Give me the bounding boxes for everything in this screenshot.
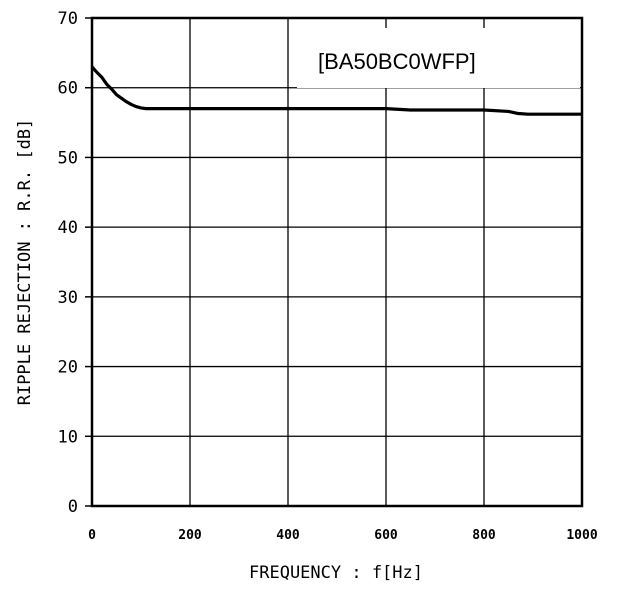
y-tick-label: 50 <box>58 148 78 168</box>
x-tick-label: 600 <box>374 528 398 543</box>
series-layer <box>90 65 582 116</box>
x-tick-label: 800 <box>472 528 496 543</box>
grid-layer <box>92 18 582 506</box>
frame-layer <box>90 16 584 508</box>
annotation-box: [BA50BC0WFP] <box>297 28 580 88</box>
y-tick-label: 30 <box>58 288 78 308</box>
x-axis-title: FREQUENCY : f[Hz] <box>249 563 423 583</box>
ticks-layer: 0 200 400 600 800 1000 0 10 20 30 40 50 60 70 <box>58 9 598 543</box>
y-tick-label: 10 <box>58 427 78 447</box>
x-tick-label: 200 <box>178 528 202 543</box>
ripple-rejection-line <box>90 65 582 116</box>
annotation-background <box>297 28 580 88</box>
y-tick-label: 40 <box>58 218 78 238</box>
chart-annotation: [BA50BC0WFP] <box>318 49 476 74</box>
y-axis-title: RIPPLE REJECTION : R.R. [dB] <box>15 119 35 406</box>
x-tick-label: 400 <box>276 528 300 543</box>
x-tick-label: 0 <box>88 528 96 543</box>
y-tick-label: 70 <box>58 9 78 29</box>
y-tick-label: 60 <box>58 79 78 99</box>
y-tick-label: 20 <box>58 358 78 378</box>
plot-frame <box>90 16 584 508</box>
x-tick-label: 1000 <box>566 528 597 543</box>
y-tick-label: 0 <box>68 497 78 517</box>
